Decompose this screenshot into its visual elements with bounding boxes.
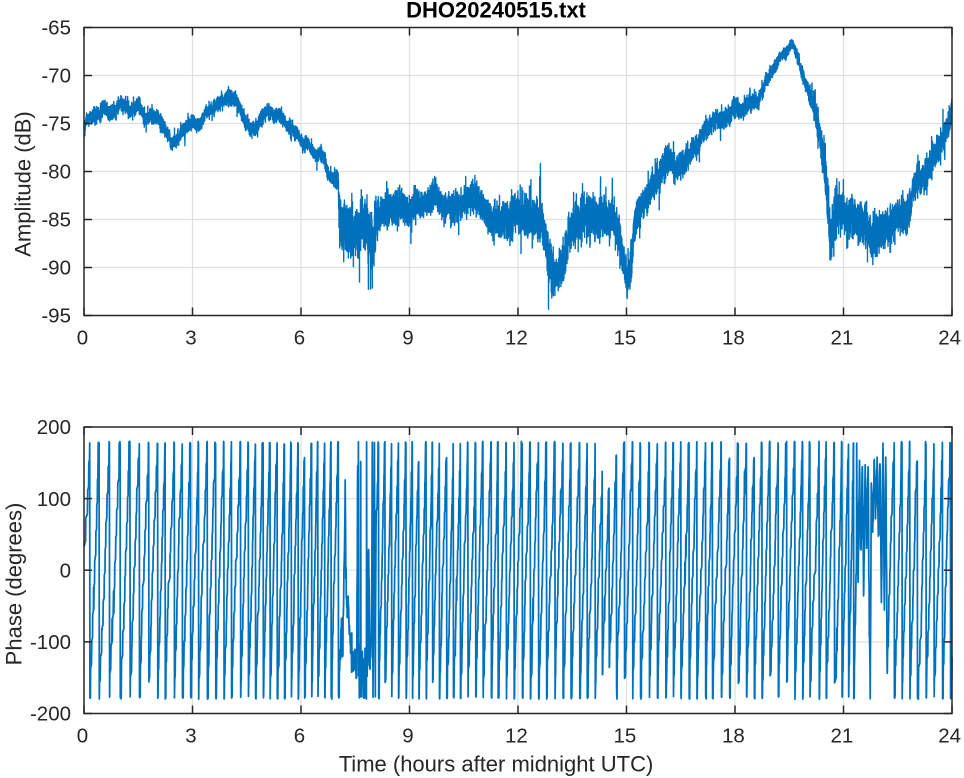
svg-text:DHO20240515.txt: DHO20240515.txt: [406, 0, 586, 23]
svg-text:3: 3: [185, 327, 196, 350]
svg-text:0: 0: [77, 725, 88, 748]
svg-text:21: 21: [830, 327, 853, 350]
svg-text:-85: -85: [41, 209, 71, 232]
svg-text:0: 0: [77, 327, 88, 350]
svg-text:-80: -80: [41, 161, 71, 184]
svg-text:24: 24: [938, 725, 961, 748]
svg-text:-95: -95: [41, 305, 71, 328]
svg-text:12: 12: [505, 725, 528, 748]
svg-text:24: 24: [938, 327, 961, 350]
svg-text:-200: -200: [30, 703, 71, 726]
svg-text:9: 9: [402, 327, 413, 350]
svg-text:200: 200: [37, 416, 71, 439]
svg-text:6: 6: [294, 725, 305, 748]
svg-text:18: 18: [722, 327, 745, 350]
svg-text:Phase (degrees): Phase (degrees): [2, 503, 27, 666]
svg-text:-75: -75: [41, 113, 71, 136]
svg-text:0: 0: [60, 560, 71, 583]
svg-text:18: 18: [722, 725, 745, 748]
svg-text:Time (hours after midnight UTC: Time (hours after midnight UTC): [339, 752, 654, 777]
svg-text:-90: -90: [41, 257, 71, 280]
svg-text:100: 100: [37, 488, 71, 511]
svg-text:9: 9: [402, 725, 413, 748]
svg-text:12: 12: [505, 327, 528, 350]
svg-text:-70: -70: [41, 65, 71, 88]
svg-text:15: 15: [613, 327, 636, 350]
svg-text:-100: -100: [30, 631, 71, 654]
svg-text:6: 6: [294, 327, 305, 350]
svg-text:Amplitude (dB): Amplitude (dB): [11, 111, 36, 257]
svg-text:-65: -65: [41, 17, 71, 40]
svg-text:15: 15: [613, 725, 636, 748]
svg-text:21: 21: [830, 725, 853, 748]
svg-text:3: 3: [185, 725, 196, 748]
